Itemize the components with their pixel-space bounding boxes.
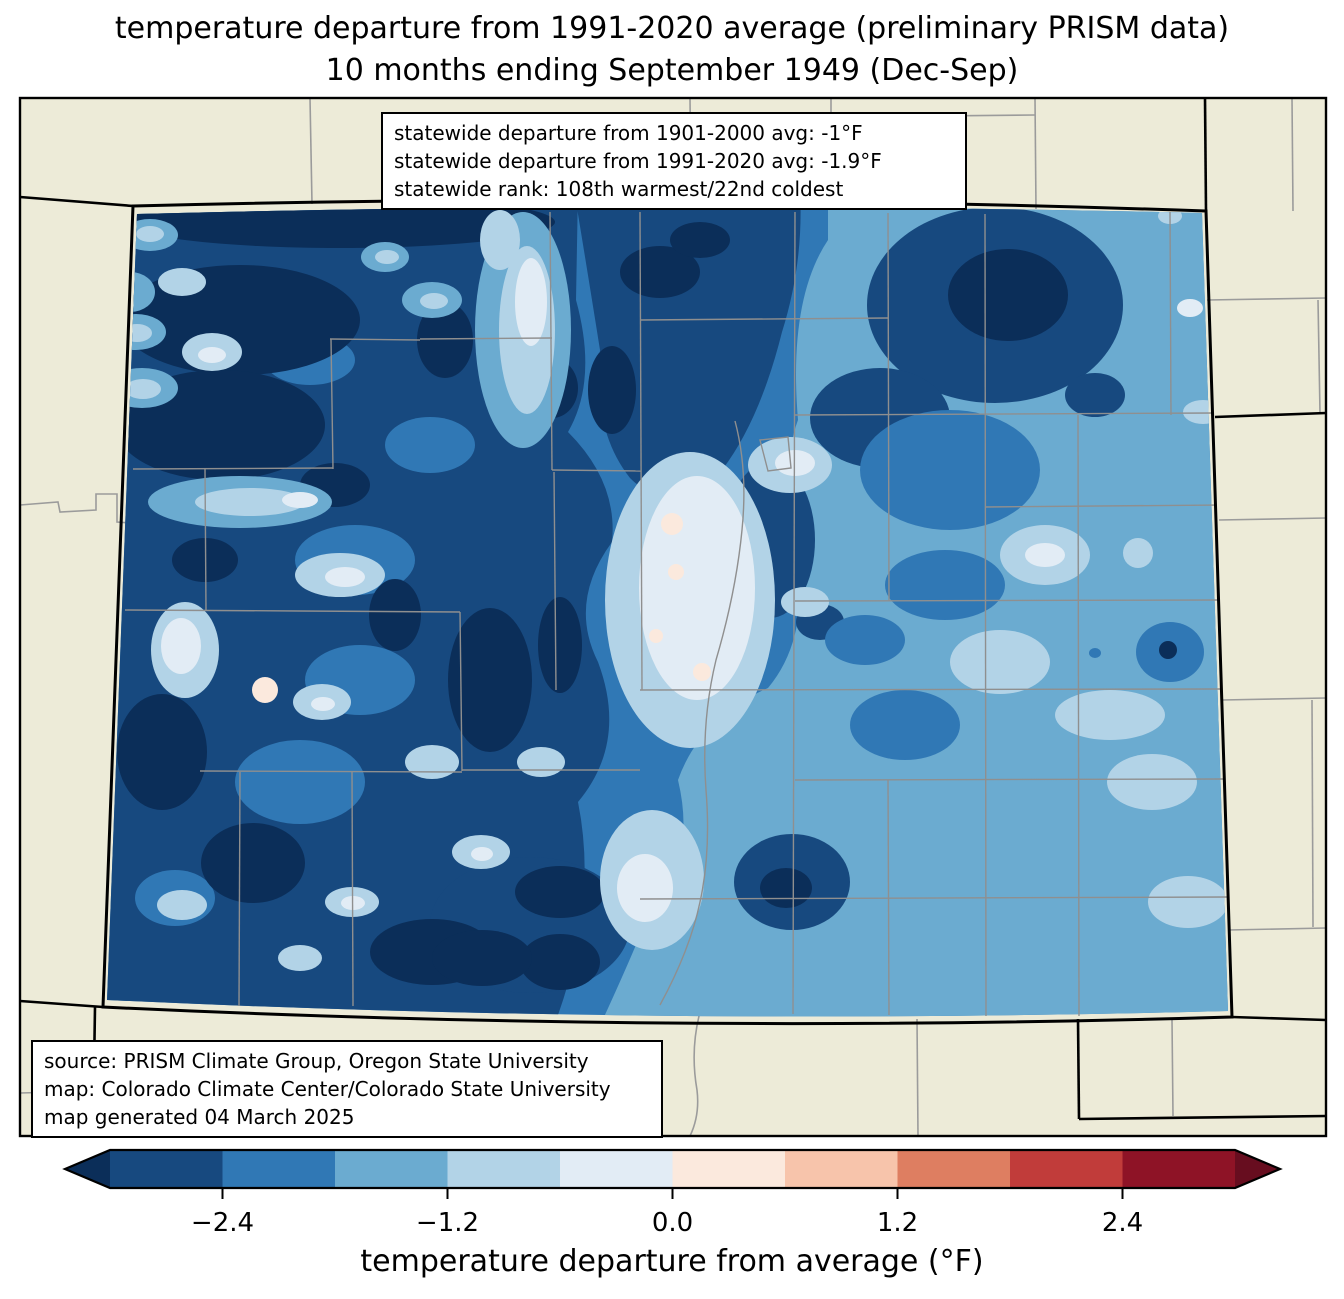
map-credit-line: map: Colorado Climate Center/Colorado St… (44, 1077, 611, 1101)
colorado-contour-fill (107, 206, 1228, 1017)
colorbar-under-arrow (65, 1150, 110, 1188)
stats-line-rank: statewide rank: 108th warmest/22nd colde… (394, 177, 844, 201)
source-box: source: PRISM Climate Group, Oregon Stat… (31, 1040, 663, 1138)
colorado-county-lines (124, 211, 1229, 1017)
colorbar-segment (110, 1150, 223, 1188)
colorbar-segment (560, 1150, 673, 1188)
colorbar-tick-label: 0.0 (652, 1208, 693, 1238)
colorbar-segment (1010, 1150, 1123, 1188)
colorbar-axis-label: temperature departure from average (°F) (360, 1244, 984, 1279)
figure-title: temperature departure from 1991-2020 ave… (0, 8, 1344, 92)
colorbar-segment (785, 1150, 898, 1188)
colorbar-outline (62, 1148, 1283, 1190)
colorbar-segment (1122, 1150, 1236, 1188)
source-line: source: PRISM Climate Group, Oregon Stat… (44, 1049, 589, 1073)
colorbar: −2.4 −1.2 0.0 1.2 2.4 (62, 1148, 1283, 1238)
title-line1: temperature departure from 1991-2020 ave… (114, 11, 1230, 46)
colorbar-tick-label: 1.2 (877, 1208, 918, 1238)
stats-line-1901-2000: statewide departure from 1901-2000 avg: … (394, 121, 863, 145)
stats-line-1991-2020: statewide departure from 1991-2020 avg: … (394, 149, 882, 173)
colorbar-segment (672, 1150, 786, 1188)
colorbar-over-arrow (1235, 1150, 1280, 1188)
generated-date-line: map generated 04 March 2025 (44, 1105, 355, 1129)
title-line2: 10 months ending September 1949 (Dec-Sep… (325, 53, 1019, 88)
colorbar-segment (447, 1150, 561, 1188)
colorbar-tick-label: 2.4 (1102, 1208, 1143, 1238)
colorbar-tick-label: −2.4 (191, 1208, 254, 1238)
colorbar-segment (222, 1150, 336, 1188)
axes-frame (18, 96, 1328, 1138)
colorbar-segment (897, 1150, 1011, 1188)
statewide-stats-box: statewide departure from 1901-2000 avg: … (381, 112, 967, 210)
colorbar-segment (335, 1150, 448, 1188)
colorbar-tick-label: −1.2 (416, 1208, 479, 1238)
